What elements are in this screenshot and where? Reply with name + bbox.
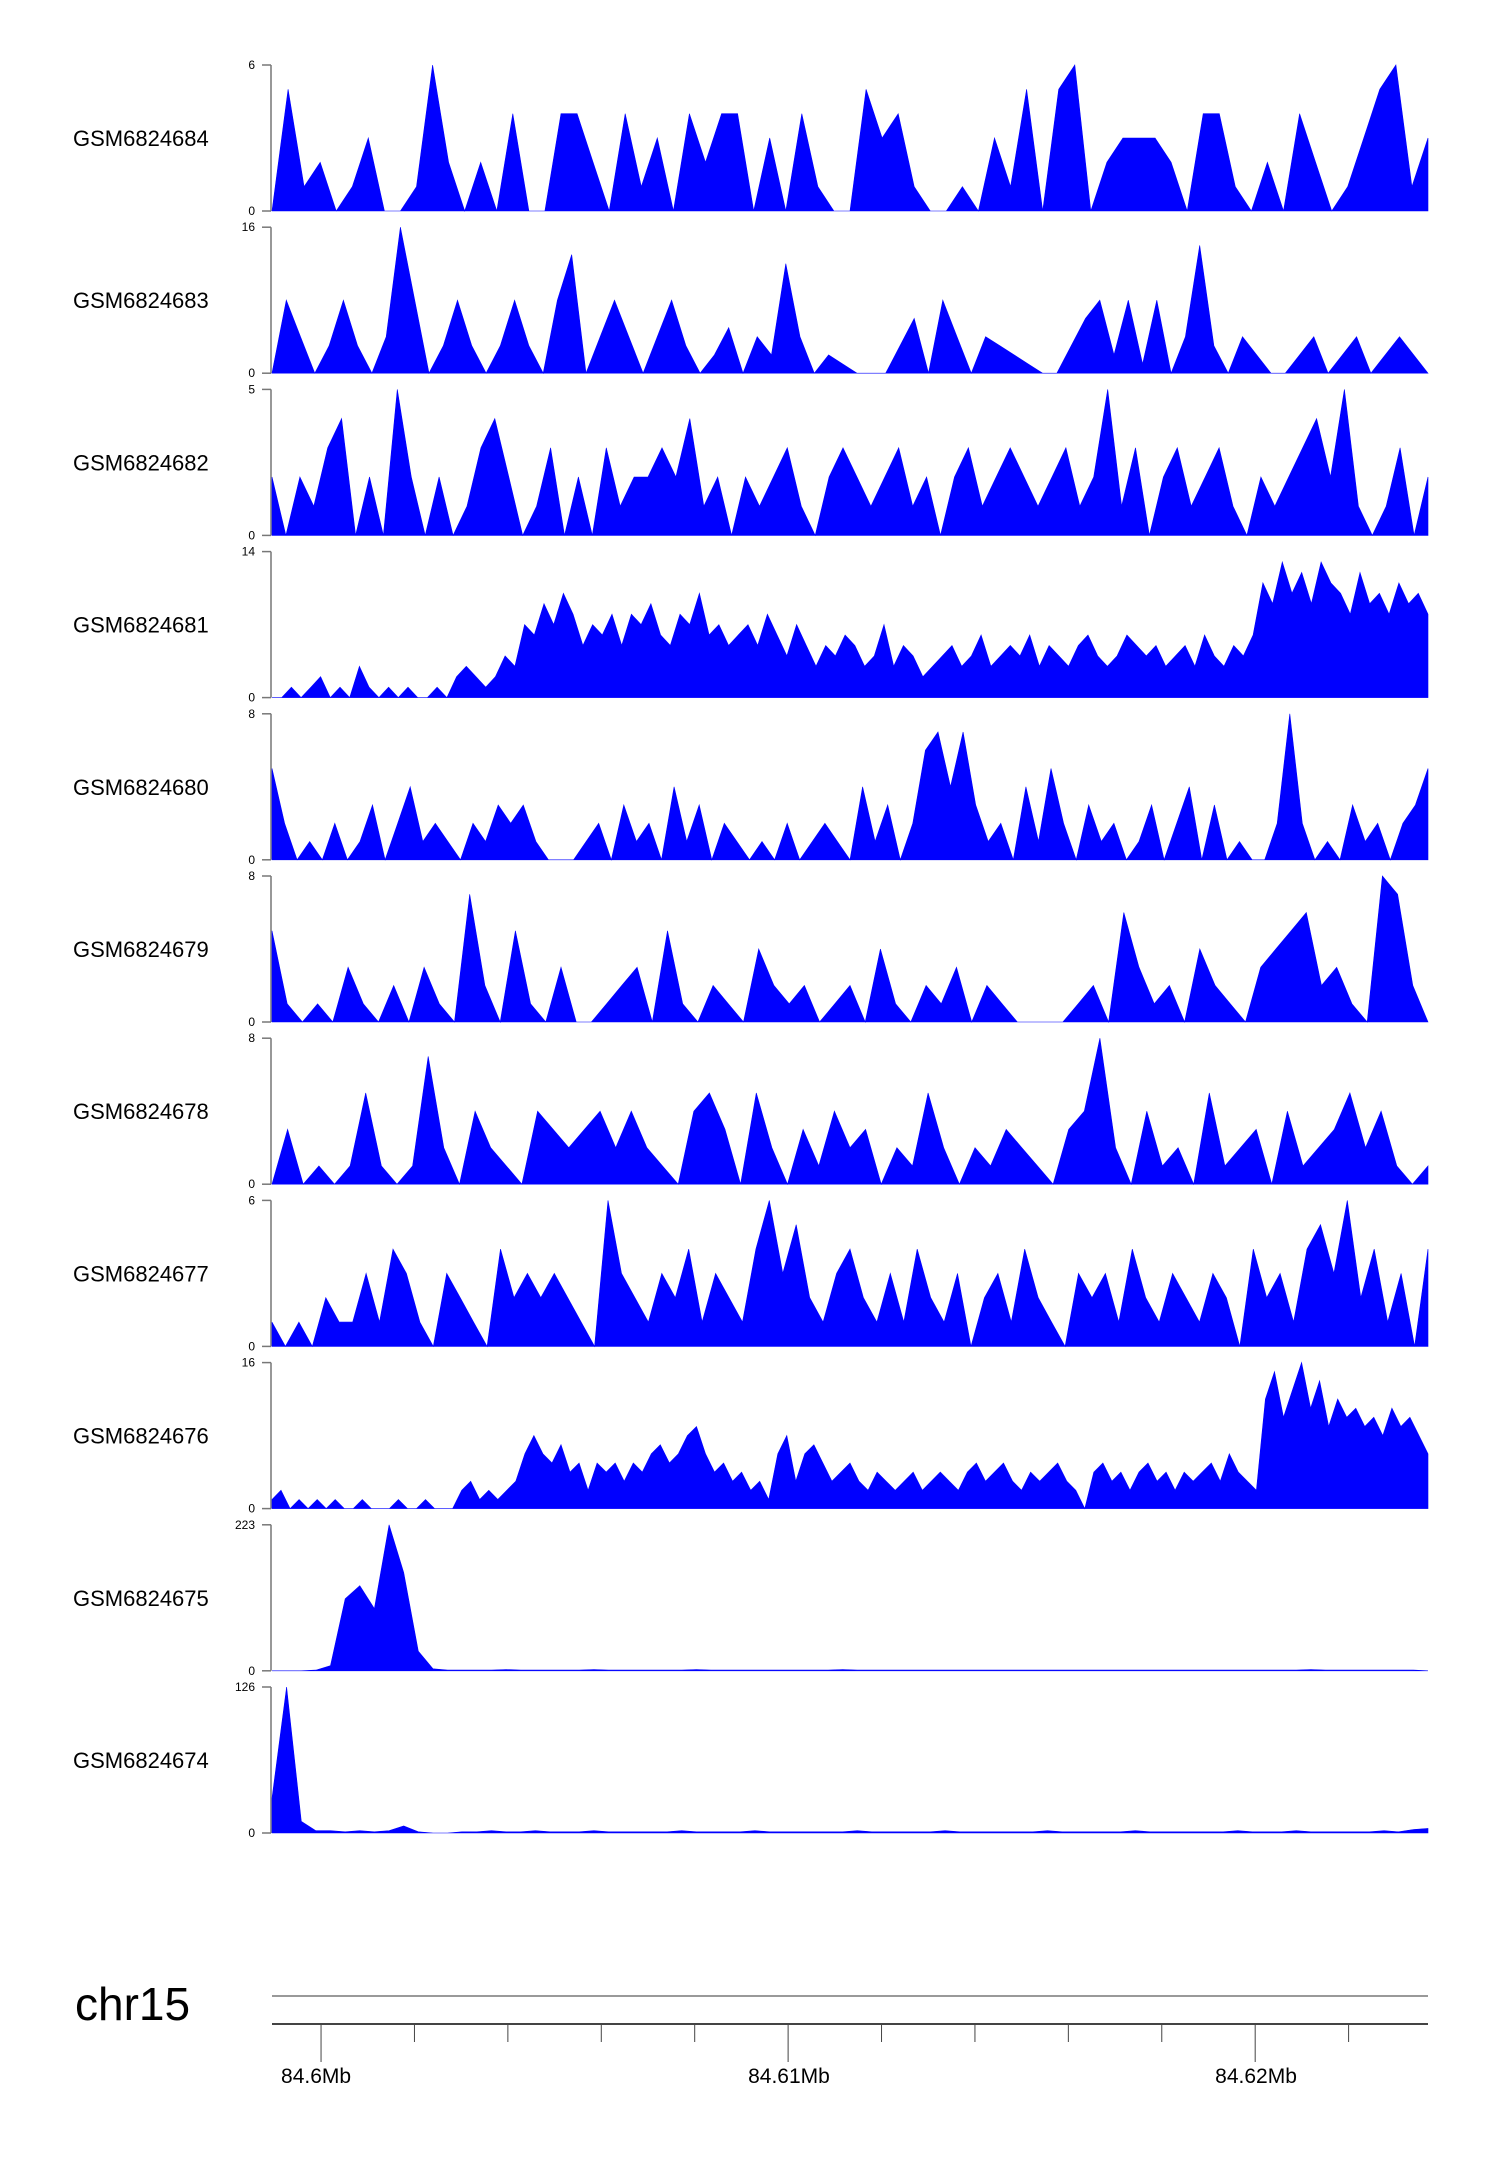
track-label: GSM6824684 (73, 126, 209, 151)
y-tick-label-min: 0 (248, 1015, 255, 1029)
track-GSM6824680: GSM6824680 8 0 (73, 707, 1429, 867)
y-tick-label-min: 0 (248, 1664, 255, 1678)
y-tick-label-max: 223 (235, 1518, 255, 1532)
y-tick-label-min: 0 (248, 853, 255, 867)
genome-axis: chr15 84.6Mb 84.61Mb 84.62Mb (75, 1978, 1428, 2088)
signal-area (271, 389, 1429, 537)
y-tick-label-max: 8 (248, 1031, 255, 1045)
chromosome-label: chr15 (75, 1978, 190, 2030)
track-label: GSM6824676 (73, 1424, 209, 1449)
x-tick-label: 84.61Mb (748, 2065, 830, 2088)
y-tick-label-min: 0 (248, 1177, 255, 1191)
signal-area (271, 713, 1429, 861)
track-label: GSM6824677 (73, 1261, 209, 1286)
y-tick-label-min: 0 (248, 1826, 255, 1840)
y-tick-label-min: 0 (248, 1502, 255, 1516)
y-tick-label-max: 126 (235, 1680, 255, 1694)
track-label: GSM6824680 (73, 775, 209, 800)
track-GSM6824678: GSM6824678 8 0 (73, 1031, 1429, 1191)
y-tick-label-max: 16 (242, 220, 256, 234)
track-label: GSM6824678 (73, 1099, 209, 1124)
y-tick-label-max: 6 (248, 58, 255, 72)
track-label: GSM6824682 (73, 450, 209, 475)
track-GSM6824677: GSM6824677 6 0 (73, 1193, 1429, 1353)
y-tick-label-max: 14 (242, 545, 256, 559)
signal-area (271, 875, 1429, 1024)
y-tick-label-min: 0 (248, 366, 255, 380)
signal-area (271, 1361, 1429, 1510)
track-GSM6824681: GSM6824681 14 0 (73, 545, 1429, 705)
x-tick-label: 84.62Mb (1215, 2065, 1297, 2088)
signal-area (272, 560, 1429, 699)
x-tick-label: 84.6Mb (281, 2065, 351, 2088)
signal-area (271, 227, 1429, 375)
y-tick-label-min: 0 (248, 528, 255, 542)
track-GSM6824683: GSM6824683 16 0 (73, 220, 1429, 380)
y-tick-label-min: 0 (248, 1339, 255, 1353)
signal-area (271, 64, 1429, 212)
track-GSM6824676: GSM6824676 16 0 (73, 1356, 1429, 1516)
track-label: GSM6824674 (73, 1748, 209, 1773)
track-label: GSM6824683 (73, 288, 209, 313)
track-GSM6824679: GSM6824679 8 0 (73, 869, 1429, 1029)
y-tick-label-max: 5 (248, 382, 255, 396)
track-label: GSM6824681 (73, 613, 209, 638)
track-label: GSM6824675 (73, 1586, 209, 1611)
signal-area (272, 1524, 1429, 1672)
track-GSM6824684: GSM6824684 6 0 (73, 58, 1429, 218)
y-tick-label-max: 6 (248, 1193, 255, 1207)
track-GSM6824675: GSM6824675 223 0 (73, 1518, 1429, 1678)
y-tick-label-max: 8 (248, 707, 255, 721)
track-GSM6824682: GSM6824682 5 0 (73, 382, 1429, 542)
signal-area (271, 1038, 1429, 1186)
signal-area (271, 1686, 1429, 1834)
y-tick-label-max: 8 (248, 869, 255, 883)
track-GSM6824674: GSM6824674 126 0 (73, 1680, 1429, 1840)
y-tick-label-min: 0 (248, 691, 255, 705)
signal-area (271, 1200, 1429, 1348)
y-tick-label-max: 16 (242, 1356, 256, 1370)
track-label: GSM6824679 (73, 937, 209, 962)
y-tick-label-min: 0 (248, 204, 255, 218)
